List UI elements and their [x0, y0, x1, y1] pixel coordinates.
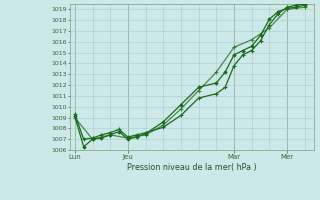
- X-axis label: Pression niveau de la mer( hPa ): Pression niveau de la mer( hPa ): [127, 163, 257, 172]
